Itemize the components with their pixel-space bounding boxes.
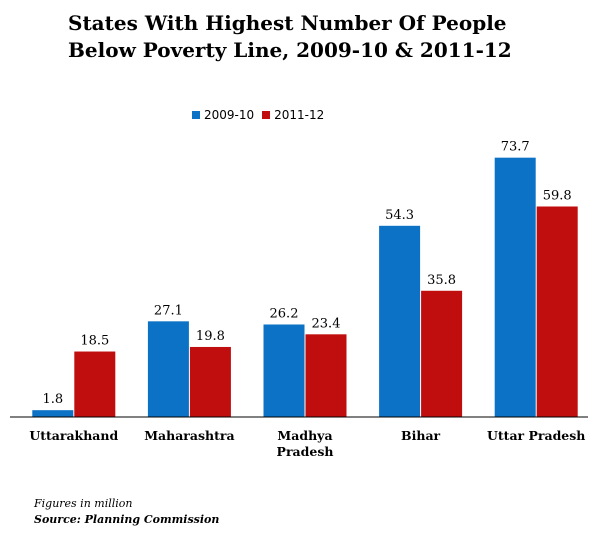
x-tick-label-2-1: Pradesh <box>277 444 334 459</box>
data-label-2009-10-1: 27.1 <box>154 303 183 318</box>
x-tick-label-0: Uttarakhand <box>29 428 118 443</box>
bar-2009-10-0 <box>32 410 74 417</box>
data-label-2011-12-3: 35.8 <box>427 273 456 288</box>
bar-2009-10-4 <box>494 157 536 417</box>
legend-item-2011-12: 2011-12 <box>262 108 324 122</box>
bar-2011-12-1 <box>189 346 231 417</box>
legend-swatch-2011-12 <box>262 111 271 119</box>
bar-2009-10-2 <box>263 324 305 417</box>
data-label-2009-10-3: 54.3 <box>385 208 414 223</box>
legend-item-2009-10: 2009-10 <box>192 108 254 122</box>
legend-label-2011-12: 2011-12 <box>274 108 325 122</box>
bar-2011-12-0 <box>74 351 116 417</box>
data-label-2009-10-2: 26.2 <box>270 306 299 321</box>
legend: 2009-10 2011-12 <box>192 108 332 122</box>
bar-2011-12-2 <box>305 334 347 417</box>
bar-2011-12-4 <box>536 206 578 417</box>
bar-2009-10-1 <box>147 321 189 417</box>
data-label-2011-12-1: 19.8 <box>196 329 225 344</box>
chart-title: States With Highest Number Of People Bel… <box>68 11 512 62</box>
data-label-2009-10-4: 73.7 <box>501 140 530 155</box>
data-label-2011-12-2: 23.4 <box>312 316 341 331</box>
x-tick-label-4: Uttar Pradesh <box>487 428 585 443</box>
source-note: Source: Planning Commission <box>34 513 220 526</box>
data-label-2009-10-0: 1.8 <box>42 392 63 407</box>
bar-2011-12-3 <box>421 290 463 417</box>
data-label-2011-12-0: 18.5 <box>80 334 109 349</box>
bar-2009-10-3 <box>379 225 421 417</box>
legend-label-2009-10: 2009-10 <box>204 108 255 122</box>
x-tick-label-3: Bihar <box>401 428 441 443</box>
x-tick-label-2-0: Madhya <box>277 428 332 443</box>
x-tick-label-1: Maharashtra <box>144 428 234 443</box>
data-label-2011-12-4: 59.8 <box>543 188 572 203</box>
legend-swatch-2009-10 <box>192 111 200 119</box>
footnote: Figures in million <box>34 497 133 510</box>
